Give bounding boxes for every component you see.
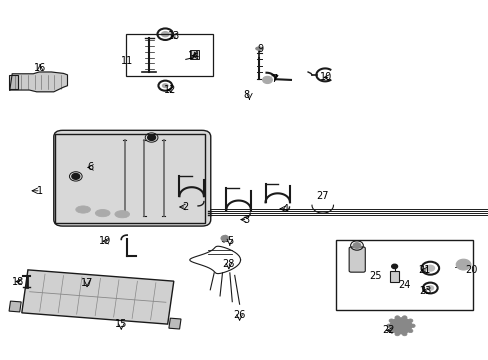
Ellipse shape (255, 47, 262, 50)
Circle shape (388, 329, 393, 333)
Ellipse shape (115, 211, 129, 218)
Polygon shape (22, 270, 173, 324)
Text: 8: 8 (243, 90, 249, 100)
Bar (189, 50, 198, 59)
Circle shape (262, 76, 272, 84)
Circle shape (386, 324, 391, 328)
Text: 1: 1 (37, 186, 43, 196)
Text: 10: 10 (320, 72, 332, 82)
Bar (9, 75, 18, 89)
Text: 7: 7 (271, 74, 277, 84)
Text: 12: 12 (163, 85, 176, 95)
Text: 27: 27 (316, 191, 328, 201)
Text: 14: 14 (188, 51, 200, 61)
Circle shape (407, 329, 412, 333)
Circle shape (394, 316, 399, 319)
Circle shape (161, 31, 169, 37)
Circle shape (147, 135, 155, 140)
Circle shape (389, 318, 411, 334)
Text: 6: 6 (87, 162, 94, 172)
Bar (336, 240, 472, 310)
Circle shape (394, 332, 399, 336)
Text: 5: 5 (226, 236, 232, 246)
Circle shape (455, 259, 470, 270)
Circle shape (394, 321, 406, 330)
Text: 9: 9 (257, 44, 263, 54)
Text: 20: 20 (465, 265, 477, 275)
Text: 26: 26 (233, 310, 245, 320)
Text: 11: 11 (121, 56, 133, 66)
Text: 22: 22 (382, 325, 394, 336)
Circle shape (426, 285, 433, 291)
Text: 23: 23 (418, 286, 430, 296)
Text: 21: 21 (417, 265, 429, 275)
Ellipse shape (76, 206, 90, 213)
Polygon shape (10, 72, 67, 92)
Circle shape (72, 174, 80, 179)
Bar (74, 139, 145, 188)
Text: 25: 25 (368, 271, 381, 282)
Text: 3: 3 (243, 215, 249, 225)
Text: 19: 19 (99, 236, 111, 246)
Circle shape (388, 319, 393, 323)
Circle shape (162, 83, 168, 88)
Bar (9, 301, 21, 312)
Bar (126, 34, 213, 76)
Circle shape (24, 280, 29, 283)
Circle shape (407, 319, 412, 323)
Text: 4: 4 (282, 204, 288, 214)
Bar (389, 271, 398, 282)
Circle shape (425, 265, 434, 272)
Circle shape (221, 235, 228, 241)
Circle shape (401, 332, 406, 336)
Circle shape (391, 264, 397, 269)
Text: 18: 18 (12, 276, 24, 287)
Text: 24: 24 (398, 280, 410, 290)
Circle shape (401, 316, 406, 319)
Ellipse shape (95, 210, 110, 217)
Text: 15: 15 (115, 319, 127, 329)
FancyBboxPatch shape (54, 130, 210, 226)
Bar (168, 318, 181, 329)
Text: 13: 13 (167, 31, 180, 41)
Bar (55, 134, 205, 223)
Circle shape (352, 243, 360, 248)
Text: 17: 17 (81, 278, 93, 288)
Text: 2: 2 (182, 202, 188, 212)
FancyBboxPatch shape (348, 247, 365, 272)
Circle shape (409, 324, 414, 328)
Text: 28: 28 (222, 258, 235, 269)
Text: 16: 16 (34, 63, 46, 73)
